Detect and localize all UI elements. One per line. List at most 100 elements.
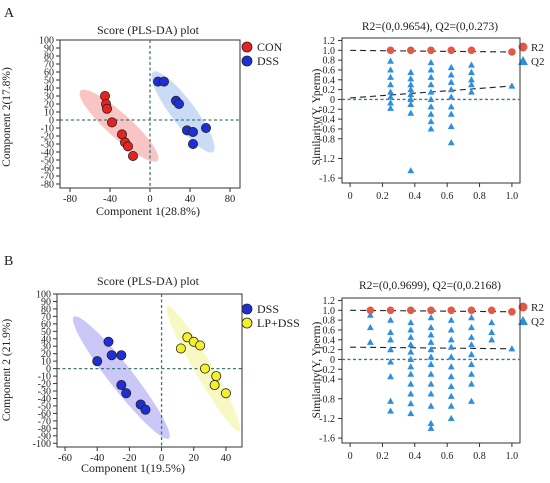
y-tick-label: -60: [38, 409, 51, 420]
perm-ylabel-b: Similarity(Y, Yperm): [311, 321, 323, 418]
y-tick-label: 1.2: [323, 36, 336, 47]
score-point-lp-dss: [199, 363, 210, 374]
score-point-dss: [116, 380, 127, 391]
q2-point: [427, 58, 435, 66]
y-tick-label: -0.2: [319, 365, 335, 376]
score-point-con: [102, 103, 113, 114]
legend-marker-dss: [241, 55, 253, 67]
q2-point: [407, 68, 415, 76]
r2-point: [427, 306, 435, 315]
score-point-dss: [121, 388, 132, 399]
x-tick-label: -60: [58, 453, 72, 464]
q2-point: [427, 353, 435, 360]
legend-marker-r2: [518, 42, 528, 52]
q2-point: [407, 318, 415, 326]
y-tick-label: 0.8: [323, 316, 336, 327]
q2-point: [387, 99, 394, 106]
plot-frame: [341, 297, 521, 444]
y-tick-label: -10: [38, 372, 51, 383]
q2-point: [427, 346, 435, 353]
x-tick-label: 0.6: [441, 451, 454, 462]
y-tick-label: 50: [41, 327, 51, 338]
q2-point: [387, 88, 394, 95]
q2-point: [407, 81, 415, 88]
x-tick-label: -20: [122, 453, 136, 464]
q2-point: [427, 380, 435, 387]
score-xlabel-b: Component 1(19.5%): [81, 461, 185, 475]
y-tick-label: -10: [41, 124, 54, 135]
r2-point: [406, 46, 415, 55]
q2-point: [447, 122, 455, 130]
y-tick-label: -70: [41, 172, 54, 183]
q2-point: [468, 333, 475, 340]
legend-label-q2-b: Q2: [531, 316, 544, 328]
x-tick-label: 0: [159, 453, 164, 464]
q2-point: [427, 88, 435, 95]
x-tick-label: 0: [348, 191, 353, 202]
legend-marker-dss-b: [241, 303, 253, 315]
q2-point: [468, 68, 475, 76]
x-tick-label: 20: [188, 453, 199, 464]
q2-point: [447, 402, 455, 409]
q2-point: [427, 66, 435, 73]
q2-point: [407, 341, 415, 348]
q2-point: [468, 341, 475, 348]
q2-point: [407, 109, 415, 116]
y-tick-label: -50: [38, 401, 51, 412]
q2-point: [407, 355, 415, 363]
q2-point: [468, 380, 475, 387]
q2-point: [447, 382, 455, 390]
y-tick-label: 60: [41, 319, 51, 330]
x-tick-label: 40: [221, 453, 232, 464]
y-tick-label: 90: [41, 297, 51, 308]
legend-label-r2: R2: [531, 42, 544, 54]
y-tick-label: -1.6: [319, 174, 335, 185]
r2-point: [447, 306, 456, 315]
y-tick-label: -0.4: [319, 375, 335, 386]
x-tick-label: 0.8: [473, 191, 486, 202]
legend-label-dss: DSS: [257, 54, 279, 68]
q2-point: [387, 397, 394, 404]
q2-point: [447, 78, 455, 85]
q2-point: [427, 424, 435, 431]
q2-point: [447, 103, 455, 110]
r2-point: [508, 307, 516, 316]
y-tick-label: -30: [38, 387, 51, 398]
y-tick-label: 30: [41, 342, 51, 353]
y-tick-label: -90: [38, 431, 51, 442]
r2-point: [386, 46, 395, 55]
q2-point: [427, 110, 435, 117]
score-point-dss: [187, 138, 198, 149]
q2-point: [447, 373, 455, 380]
q2-point: [468, 314, 475, 321]
q2-point: [407, 390, 415, 397]
score-point-con: [107, 117, 118, 128]
q2-point: [407, 95, 415, 103]
plot-frame: [341, 37, 521, 184]
q2-point: [427, 331, 435, 338]
q2-point: [488, 328, 496, 336]
score-point-lp-dss: [209, 380, 220, 391]
y-tick-label: 0: [330, 95, 335, 106]
r2-point: [406, 306, 415, 315]
score-point-lp-dss: [220, 388, 231, 399]
x-tick-label: 0.2: [376, 191, 389, 202]
score-point-dss: [92, 356, 103, 367]
q2-point: [387, 93, 394, 100]
q2-point: [427, 95, 435, 103]
legend-label-q2: Q2: [531, 56, 544, 68]
y-tick-label: 0: [46, 364, 51, 375]
x-tick-label: 0.2: [376, 451, 389, 462]
confidence-ellipse-dss: [151, 71, 215, 153]
y-tick-label: 0.2: [323, 345, 336, 356]
q2-point: [447, 363, 455, 370]
x-tick-label: 0.4: [409, 451, 422, 462]
y-tick-label: -70: [38, 416, 51, 427]
q2-point: [468, 350, 475, 358]
q2-point: [508, 82, 516, 89]
q2-point: [447, 336, 455, 343]
q2-point: [387, 373, 394, 380]
q2-point: [427, 323, 435, 331]
legend-label-dss-b: DSS: [257, 302, 279, 316]
